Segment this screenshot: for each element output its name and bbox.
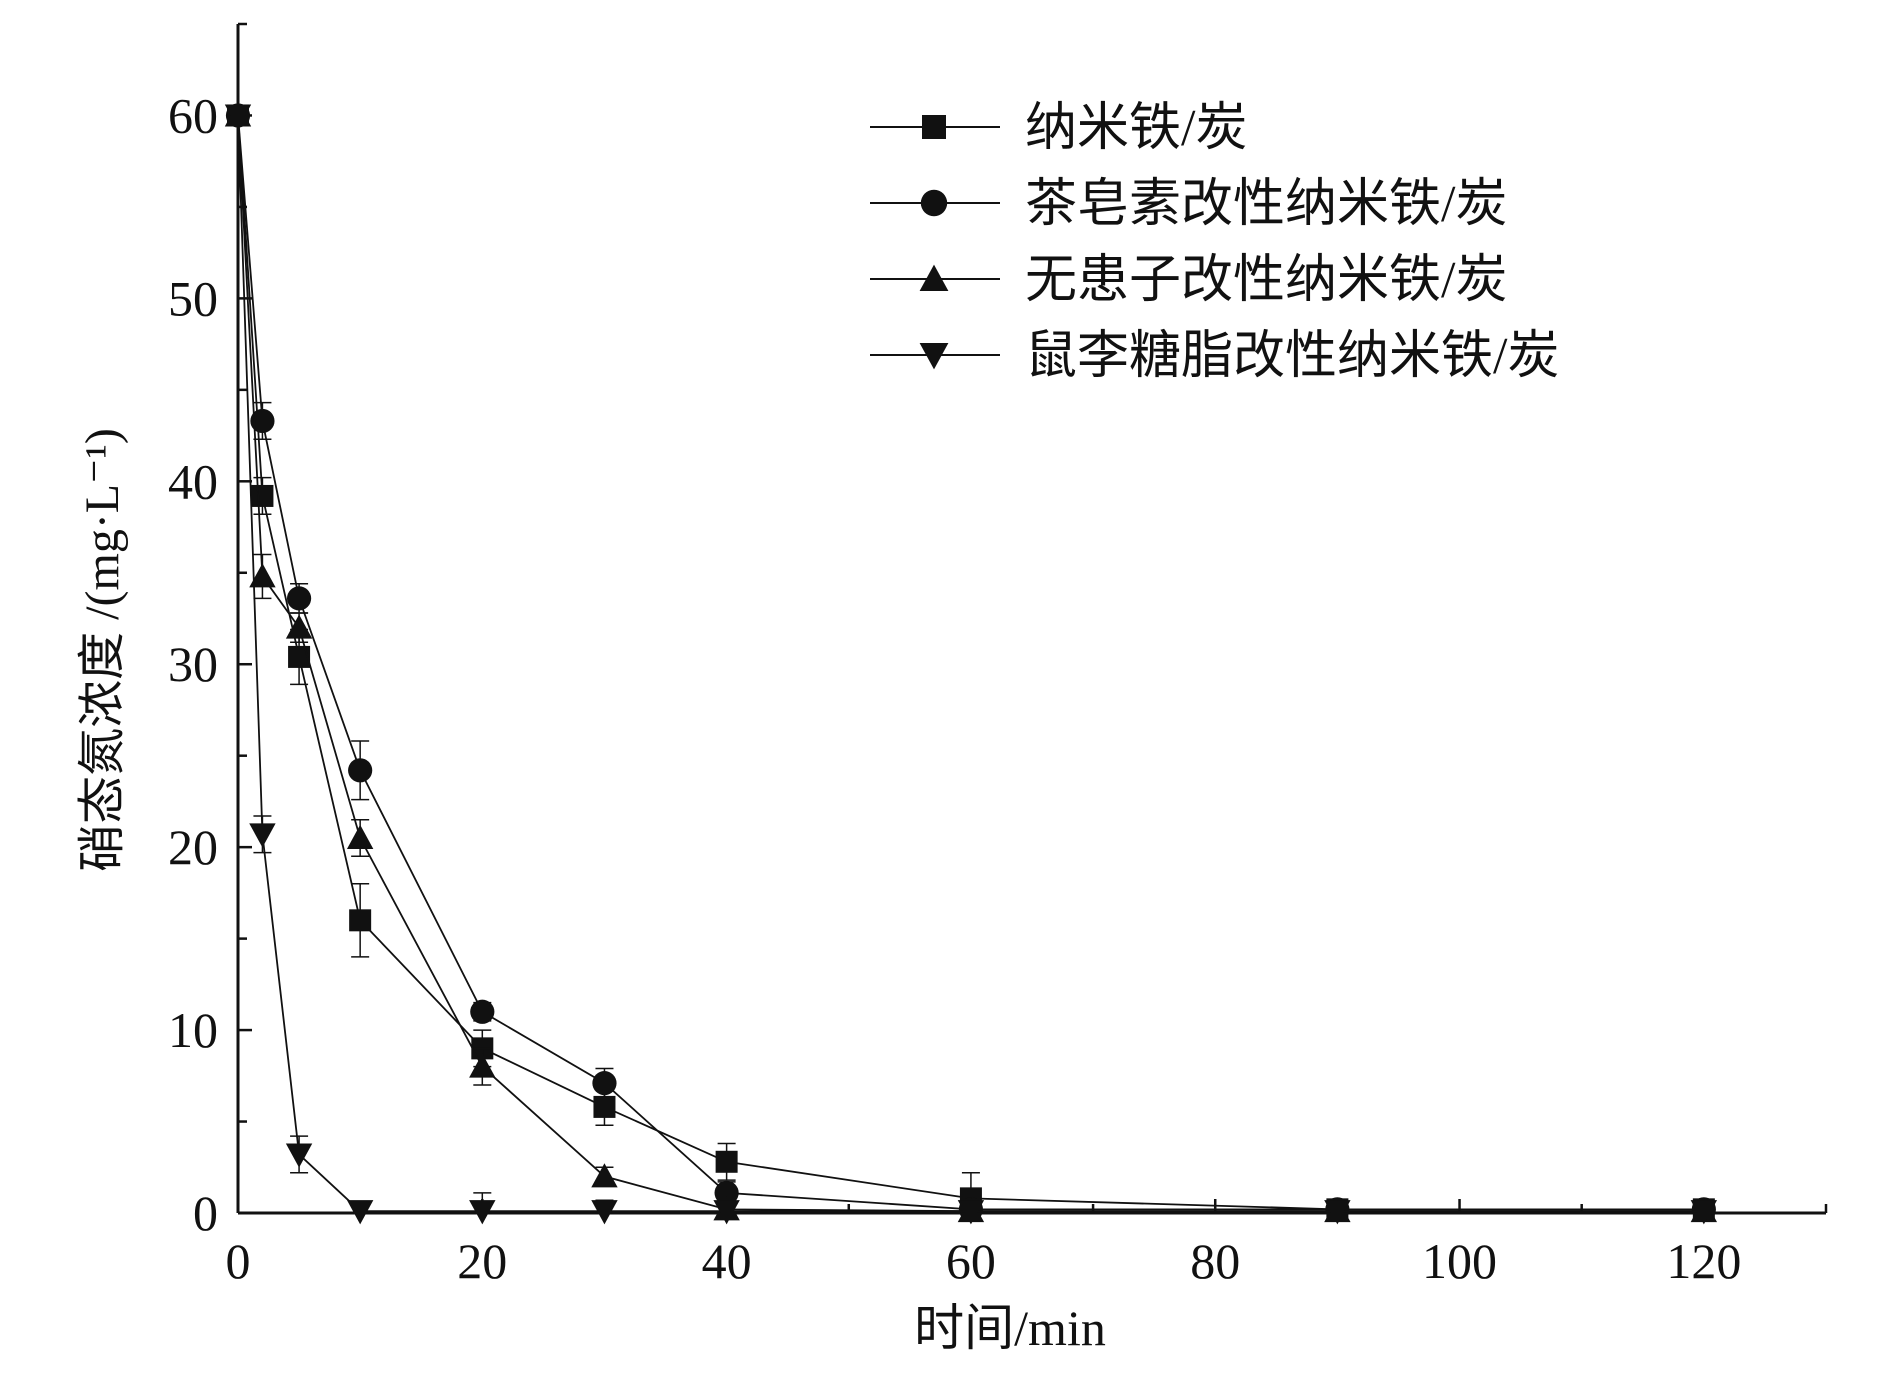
data-point bbox=[591, 1163, 618, 1188]
data-point bbox=[592, 1071, 617, 1096]
series-line bbox=[237, 115, 1704, 1211]
data-point bbox=[591, 1200, 618, 1225]
legend-marker bbox=[919, 343, 949, 370]
data-point bbox=[957, 1200, 985, 1225]
x-tick-label: 80 bbox=[1190, 1233, 1240, 1289]
data-point bbox=[714, 1180, 739, 1205]
legend-marker bbox=[920, 189, 948, 217]
y-axis-label: 硝态氮浓度 /(mg·L⁻¹) bbox=[76, 428, 129, 872]
series-group bbox=[224, 102, 1718, 1225]
data-point bbox=[224, 104, 252, 129]
data-point bbox=[249, 563, 276, 588]
data-point bbox=[250, 408, 275, 434]
legend-label: 鼠李糖脂改性纳米铁/炭 bbox=[1025, 328, 1559, 385]
y-tick-label: 20 bbox=[168, 819, 218, 875]
series-line bbox=[237, 115, 1704, 1213]
data-point bbox=[469, 1200, 496, 1225]
series-3 bbox=[224, 104, 1718, 1225]
y-tick-label: 0 bbox=[193, 1185, 218, 1241]
data-point bbox=[1324, 1200, 1351, 1225]
data-point bbox=[251, 484, 274, 507]
data-point bbox=[249, 823, 276, 848]
series-line bbox=[237, 115, 1704, 1211]
data-point bbox=[713, 1200, 740, 1225]
legend-label: 纳米铁/炭 bbox=[1025, 100, 1247, 157]
legend-marker bbox=[919, 264, 949, 291]
x-tick-label: 100 bbox=[1422, 1233, 1497, 1289]
y-tick-label: 40 bbox=[168, 453, 218, 509]
data-point bbox=[593, 1095, 616, 1118]
legend-label: 茶皂素改性纳米铁/炭 bbox=[1025, 176, 1507, 233]
x-tick-label: 120 bbox=[1666, 1233, 1741, 1289]
x-tick-label: 20 bbox=[457, 1233, 507, 1289]
data-point bbox=[469, 1053, 496, 1078]
data-point bbox=[285, 1143, 313, 1168]
data-point bbox=[285, 614, 313, 639]
data-point bbox=[288, 645, 311, 668]
y-tick-label: 30 bbox=[168, 636, 218, 692]
axes: 0 20 40 60 80 100 120 0 10 20 30 40 50 60 bbox=[168, 22, 1828, 1289]
data-point bbox=[470, 999, 495, 1024]
legend-label: 无患子改性纳米铁/炭 bbox=[1025, 252, 1507, 309]
data-point bbox=[348, 758, 373, 783]
legend-marker bbox=[922, 115, 946, 139]
data-point bbox=[346, 824, 374, 850]
data-point bbox=[286, 586, 312, 611]
x-axis-label: 时间/min bbox=[914, 1300, 1106, 1356]
y-tick-label: 60 bbox=[168, 87, 218, 143]
x-tick-label: 40 bbox=[702, 1233, 752, 1289]
data-point bbox=[349, 909, 372, 932]
data-point bbox=[1690, 1200, 1718, 1225]
y-tick-label: 10 bbox=[168, 1002, 218, 1058]
y-tick-label: 50 bbox=[168, 270, 218, 326]
data-point bbox=[715, 1150, 738, 1173]
x-tick-label: 60 bbox=[946, 1233, 996, 1289]
x-tick-label: 0 bbox=[226, 1233, 251, 1289]
data-point bbox=[346, 1200, 374, 1225]
